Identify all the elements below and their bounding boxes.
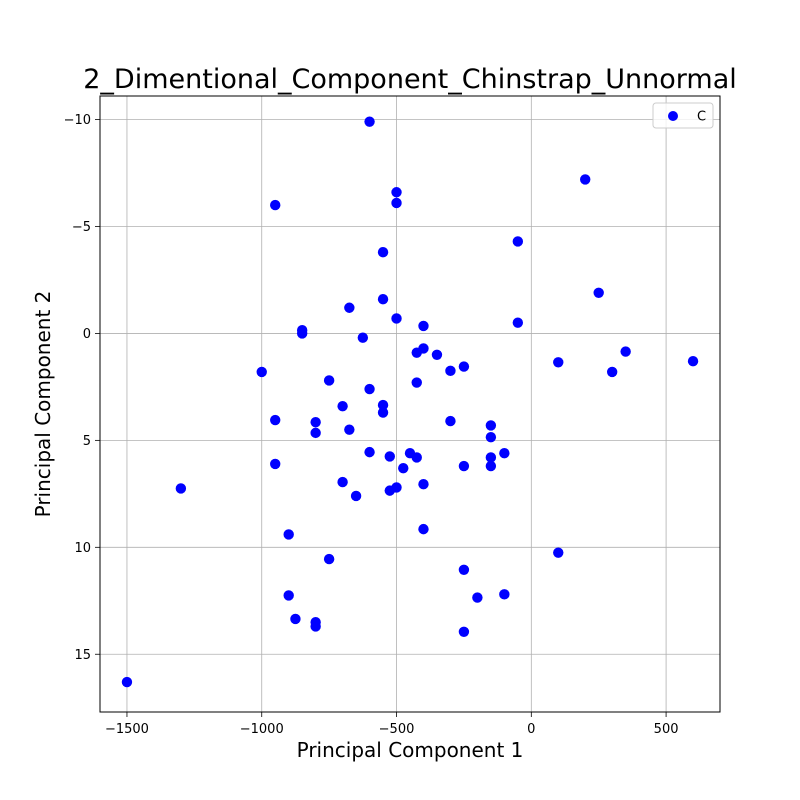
data-point xyxy=(512,317,524,328)
data-point xyxy=(411,452,422,463)
legend-label: C xyxy=(697,110,706,125)
data-point xyxy=(364,446,375,458)
data-point xyxy=(458,564,470,575)
data-point xyxy=(323,553,335,565)
y-tick-label: −5 xyxy=(72,220,91,235)
data-point xyxy=(283,529,294,540)
data-point xyxy=(606,366,618,378)
data-point xyxy=(687,356,699,367)
data-point xyxy=(418,479,429,490)
data-point xyxy=(411,377,422,388)
data-point xyxy=(270,414,281,426)
legend: C xyxy=(652,102,714,129)
data-point xyxy=(344,302,355,313)
data-point xyxy=(593,287,604,298)
data-point xyxy=(431,349,443,361)
x-tick-label: −1000 xyxy=(240,722,284,737)
data-points xyxy=(121,116,699,688)
data-point xyxy=(290,613,301,625)
data-point xyxy=(391,187,402,198)
data-point xyxy=(377,399,389,411)
data-point xyxy=(499,589,510,600)
data-point xyxy=(485,420,497,431)
y-axis-label: Principal Component 2 xyxy=(31,291,55,518)
y-tick-label: 15 xyxy=(74,648,91,663)
data-point xyxy=(337,476,348,488)
data-point xyxy=(485,431,497,443)
plot-frame xyxy=(99,95,721,713)
axis-ticks: −1500 −1000 −500 0 500 −10 −5 0 5 10 15 xyxy=(64,113,679,737)
legend-marker xyxy=(668,111,678,121)
y-tick-label: −10 xyxy=(64,113,91,128)
data-point xyxy=(445,415,456,427)
x-tick-label: −1500 xyxy=(105,722,149,737)
x-tick-label: 0 xyxy=(527,722,535,737)
data-point xyxy=(553,547,564,558)
data-point xyxy=(256,366,267,378)
data-point xyxy=(398,462,409,474)
data-point xyxy=(310,416,321,428)
data-point xyxy=(458,361,470,372)
data-point xyxy=(384,485,395,496)
data-point xyxy=(418,523,429,535)
data-point xyxy=(512,236,524,247)
data-point xyxy=(350,490,362,502)
data-point xyxy=(377,246,389,258)
chart-title: 2_Dimentional_Component_Chinstrap_Unnorm… xyxy=(83,64,737,95)
data-point xyxy=(499,447,510,459)
data-point xyxy=(472,592,483,603)
y-tick-label: 0 xyxy=(83,327,91,342)
y-tick-label: 10 xyxy=(74,541,91,556)
data-point xyxy=(283,590,294,601)
data-point xyxy=(270,199,281,211)
data-point xyxy=(411,347,422,358)
data-point xyxy=(337,400,348,412)
x-tick-label: 500 xyxy=(654,722,679,737)
data-point xyxy=(377,293,389,305)
data-point xyxy=(458,460,470,472)
legend-box xyxy=(652,102,714,129)
data-point xyxy=(357,332,369,343)
data-point xyxy=(296,328,308,339)
data-point xyxy=(377,407,389,418)
data-point xyxy=(485,460,497,472)
data-point xyxy=(391,197,402,209)
data-point xyxy=(445,365,456,377)
data-point xyxy=(364,383,375,395)
data-point xyxy=(121,676,133,688)
data-point xyxy=(364,116,375,127)
data-point xyxy=(553,357,564,368)
data-point xyxy=(485,452,497,463)
data-point xyxy=(310,427,321,439)
data-point xyxy=(270,458,281,470)
data-point xyxy=(175,483,187,494)
data-point xyxy=(391,313,402,324)
data-point xyxy=(310,621,321,632)
data-point xyxy=(620,346,631,357)
data-point xyxy=(458,626,470,637)
data-point xyxy=(323,375,335,386)
data-point xyxy=(580,174,591,185)
data-point xyxy=(418,320,429,332)
x-axis-label: Principal Component 1 xyxy=(297,738,524,762)
x-tick-label: −500 xyxy=(379,722,415,737)
data-point xyxy=(384,451,395,462)
y-tick-label: 5 xyxy=(83,434,91,449)
data-point xyxy=(344,424,355,435)
